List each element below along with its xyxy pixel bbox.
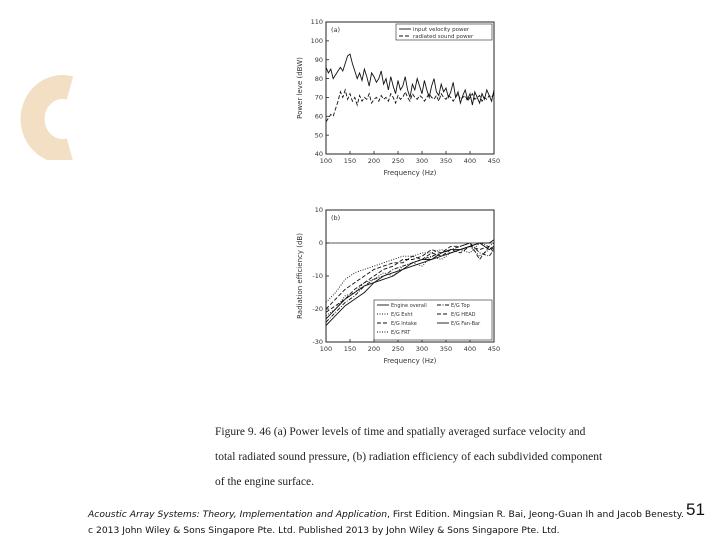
y-tick-label: 10 (315, 206, 323, 214)
citation-footer: Acoustic Array Systems: Theory, Implemen… (88, 507, 684, 539)
legend-entry: radiated sound power (413, 34, 474, 40)
x-tick-label: 200 (368, 157, 380, 165)
copyright-line: c 2013 John Wiley & Sons Singapore Pte. … (88, 525, 560, 536)
x-axis-label: Frequency (Hz) (384, 169, 437, 177)
legend-entry: E/G FRT (391, 330, 411, 336)
legend-box (395, 23, 493, 41)
power-level-chart: 100 150 200 250 300 350 400 450 40 50 60 70 80 90 100 1… (296, 18, 500, 177)
y-axis-label: Power leve (dBW) (296, 57, 304, 119)
series-line-7 (325, 242, 495, 320)
slide-number: 51 (686, 500, 705, 519)
caption-line-3: of the engine surface. (215, 476, 314, 488)
y-tick-label: 70 (315, 94, 323, 102)
x-tick-label: 100 (320, 157, 332, 165)
panel-label: (a) (331, 26, 340, 34)
x-tick-label: 150 (344, 157, 356, 165)
decorative-arc (20, 75, 74, 160)
arc-shape (20, 75, 74, 160)
caption-line-2: total radiated sound pressure, (b) radia… (215, 451, 603, 463)
x-tick-label: 400 (464, 345, 476, 353)
y-tick-label: 80 (315, 75, 323, 83)
book-title: Acoustic Array Systems: Theory, Implemen… (88, 509, 388, 520)
legend-entry: input velocity power (413, 27, 470, 33)
y-tick-label: 100 (311, 37, 323, 45)
y-tick-label: 60 (315, 112, 323, 120)
series-line-3 (325, 245, 495, 310)
series-line-4 (325, 245, 495, 303)
x-axis-label: Frequency (Hz) (384, 357, 437, 365)
legend-entry: E/G Fan-Bar (451, 321, 481, 327)
caption-line-1: Figure 9. 46 (a) Power levels of time an… (215, 426, 586, 438)
x-tick-label: 300 (416, 157, 428, 165)
y-tick-label: -20 (312, 305, 323, 313)
x-tick-label: 200 (368, 345, 380, 353)
series-line-6 (325, 242, 495, 313)
citation-rest: , First Edition. Mingsian R. Bai, Jeong-… (387, 509, 684, 520)
y-tick-label: 90 (315, 56, 323, 64)
y-tick-label: -10 (312, 272, 323, 280)
legend-entry: Engine overall (391, 303, 427, 309)
radiation-efficiency-chart: 100 150 200 250 300 350 400 450 -30 -20 -10 0 10 Freq… (296, 206, 500, 365)
legend-box (373, 299, 493, 341)
x-tick-label: 100 (320, 345, 332, 353)
y-tick-label: -30 (312, 338, 323, 346)
x-tick-label: 150 (344, 345, 356, 353)
x-tick-label: 350 (440, 345, 452, 353)
y-tick-label: 50 (315, 131, 323, 139)
x-tick-label: 300 (416, 345, 428, 353)
citation-line: Acoustic Array Systems: Theory, Implemen… (88, 507, 684, 523)
x-tick-label: 450 (488, 345, 500, 353)
x-tick-label: 250 (392, 157, 404, 165)
plot-frame (325, 21, 495, 155)
legend-entry: E/G Intake (391, 321, 417, 327)
y-tick-label: 40 (315, 150, 323, 158)
series-line-2 (325, 88, 495, 123)
y-tick-label: 110 (311, 18, 323, 26)
y-axis-label: Radiation efficiency (dB) (296, 233, 304, 319)
x-tick-label: 250 (392, 345, 404, 353)
legend-entry: E/G Exht (391, 312, 413, 318)
legend-entry: E/G HEAD (451, 312, 476, 318)
x-tick-label: 350 (440, 157, 452, 165)
legend-entry: E/G Top (451, 303, 470, 309)
series-line-1 (325, 53, 495, 106)
x-tick-label: 400 (464, 157, 476, 165)
x-tick-label: 450 (488, 157, 500, 165)
panel-label: (b) (331, 214, 340, 222)
y-tick-label: 0 (319, 239, 323, 247)
